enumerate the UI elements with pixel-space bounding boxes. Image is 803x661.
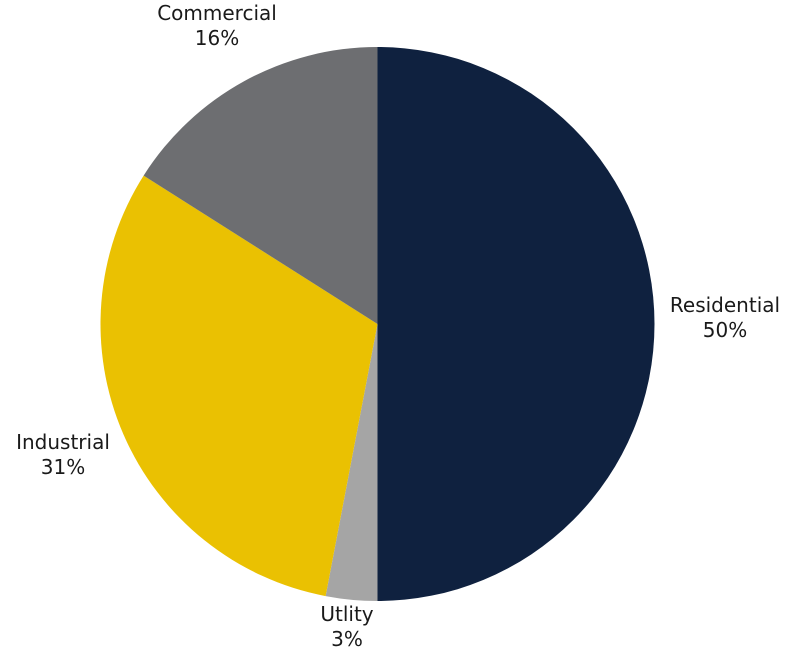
slice-label-value: 31% (41, 455, 85, 479)
pie-slice-industrial (100, 175, 378, 597)
pie-slices (100, 47, 655, 601)
slice-label-value: 50% (703, 318, 747, 342)
slice-label-name: Commercial (157, 1, 277, 25)
slice-label-value: 3% (331, 627, 363, 651)
slice-label-value: 16% (195, 26, 239, 50)
pie-slice-utlity (325, 324, 378, 601)
pie-slice-commercial (143, 47, 378, 324)
slice-label-name: Industrial (16, 430, 110, 454)
slice-label-name: Residential (670, 293, 780, 317)
slice-label-industrial: Industrial 31% (16, 430, 110, 479)
slice-label-residential: Residential 50% (670, 293, 780, 342)
pie-slice-residential (377, 47, 655, 601)
pie-labels: Residential 50% Utlity 3% Industrial 31% Comme… (16, 1, 780, 651)
slice-label-commercial: Commercial 16% (157, 1, 277, 50)
slice-label-name: Utlity (320, 602, 373, 626)
slice-label-utlity: Utlity 3% (320, 602, 373, 651)
